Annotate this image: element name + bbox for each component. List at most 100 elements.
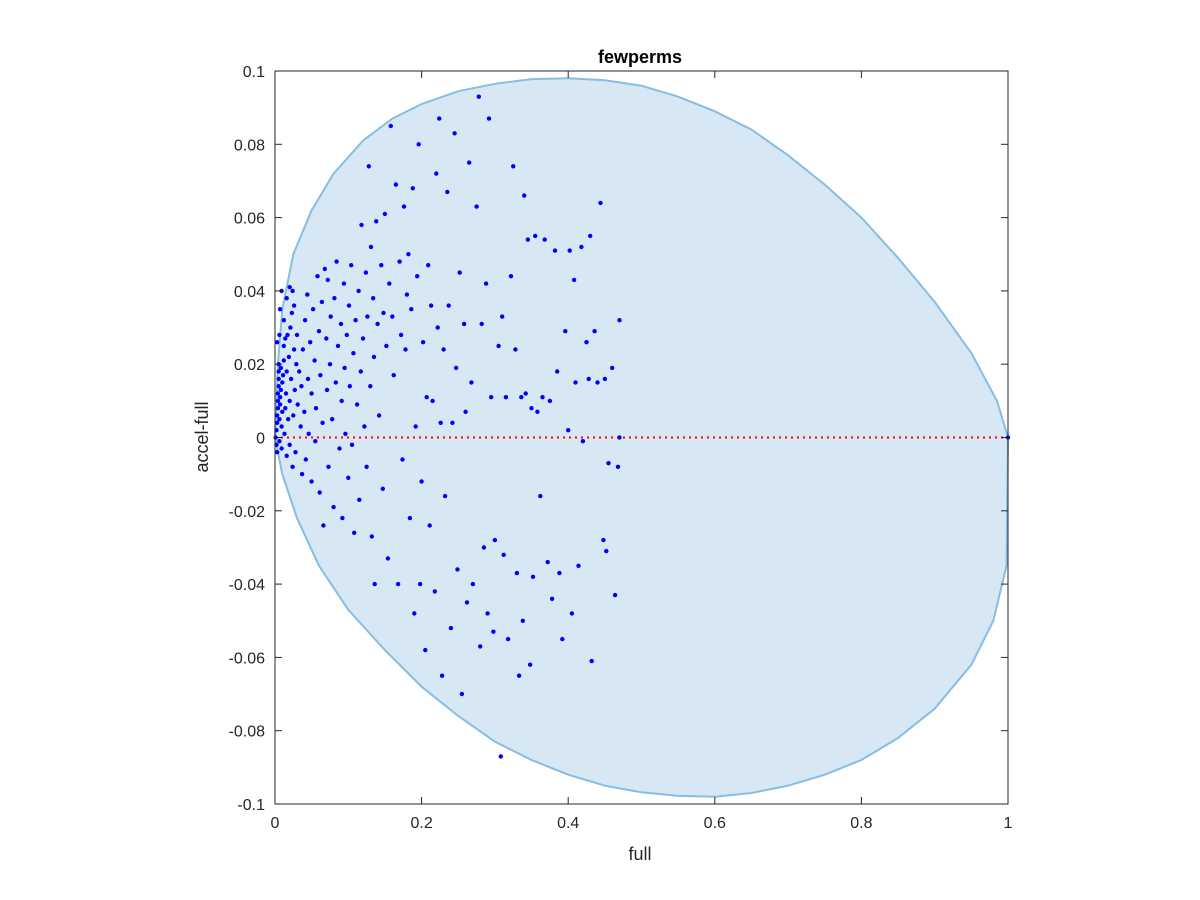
data-point — [347, 384, 352, 389]
data-point — [424, 395, 429, 400]
data-point — [313, 439, 318, 444]
data-point — [316, 329, 322, 334]
data-point — [294, 332, 300, 338]
data-point — [412, 611, 417, 616]
data-point — [276, 376, 281, 382]
data-point — [362, 424, 367, 429]
data-point — [448, 625, 454, 631]
data-point — [428, 303, 434, 308]
data-point — [360, 336, 366, 341]
data-point — [288, 325, 293, 330]
data-point — [533, 233, 538, 239]
data-point — [277, 402, 283, 407]
data-point — [523, 391, 528, 396]
data-point — [461, 321, 467, 327]
data-point — [547, 398, 553, 404]
data-point — [452, 131, 457, 136]
y-tick-label: 0.06 — [234, 211, 265, 228]
data-point — [573, 380, 578, 385]
plot-area: 0 0.2 0.4 0.6 0.8 1 -0.1 -0.08 -0.06 -0.04 -0.02 0… — [229, 64, 1013, 832]
data-point — [438, 420, 443, 425]
data-point — [322, 266, 327, 272]
data-point — [560, 636, 565, 642]
data-point — [275, 340, 280, 345]
data-point — [398, 332, 404, 338]
data-point — [476, 94, 481, 99]
data-point — [501, 552, 506, 557]
data-point — [341, 281, 347, 286]
data-point — [606, 461, 611, 466]
data-point — [312, 358, 317, 363]
data-point — [368, 244, 374, 250]
data-point — [344, 332, 349, 338]
data-point — [586, 376, 591, 382]
data-point — [376, 413, 382, 418]
data-point — [332, 296, 337, 301]
data-point — [483, 281, 489, 286]
x-tick-label: 0.8 — [850, 815, 872, 832]
data-point — [309, 391, 314, 396]
data-point — [469, 380, 474, 385]
data-point — [302, 318, 308, 323]
y-tick-label: 0.02 — [234, 357, 265, 374]
data-point — [300, 347, 306, 352]
data-point — [514, 570, 520, 576]
data-point — [437, 116, 442, 121]
data-point — [321, 523, 326, 528]
data-point — [602, 376, 608, 382]
data-point — [369, 534, 374, 539]
data-point — [279, 424, 284, 429]
data-point — [286, 354, 292, 360]
data-point — [309, 479, 314, 484]
data-point — [525, 237, 531, 242]
data-point — [430, 398, 435, 404]
data-point — [520, 618, 525, 623]
data-point — [513, 347, 518, 352]
y-tick-label: -0.02 — [229, 504, 266, 521]
data-point — [413, 424, 418, 429]
data-point — [516, 673, 522, 678]
data-point — [366, 164, 371, 169]
data-point — [371, 354, 377, 360]
data-point — [508, 274, 514, 279]
data-point — [498, 754, 503, 759]
x-axis-ticks: 0 0.2 0.4 0.6 0.8 1 — [271, 71, 1013, 832]
data-point — [617, 435, 622, 440]
data-point — [288, 376, 294, 382]
data-point — [325, 277, 330, 283]
data-point — [318, 373, 323, 378]
data-point — [342, 365, 347, 371]
y-tick-label: 0.1 — [243, 64, 265, 81]
data-point — [426, 263, 431, 268]
data-point — [364, 464, 369, 469]
data-point — [387, 281, 392, 286]
data-point — [308, 340, 313, 345]
data-point — [331, 504, 336, 510]
data-point — [595, 380, 600, 385]
data-point — [580, 439, 586, 444]
data-point — [579, 244, 584, 250]
data-point — [275, 420, 280, 425]
data-point — [365, 314, 370, 319]
data-point — [290, 288, 295, 294]
data-point — [432, 589, 437, 594]
data-point — [522, 193, 527, 198]
data-point — [299, 384, 304, 389]
x-axis-label: full — [628, 844, 651, 864]
data-point — [354, 402, 360, 407]
data-point — [283, 391, 289, 396]
data-point — [278, 365, 284, 371]
data-point — [326, 464, 331, 469]
data-point — [338, 321, 344, 327]
data-point — [567, 248, 572, 253]
data-point — [530, 574, 536, 579]
y-tick-label: -0.1 — [237, 797, 265, 814]
data-point — [527, 662, 533, 667]
data-point — [538, 493, 543, 499]
data-point — [406, 252, 411, 257]
data-point — [293, 450, 298, 455]
data-point — [280, 409, 285, 414]
data-point — [287, 442, 292, 447]
data-point — [500, 314, 505, 319]
data-point — [380, 486, 385, 491]
